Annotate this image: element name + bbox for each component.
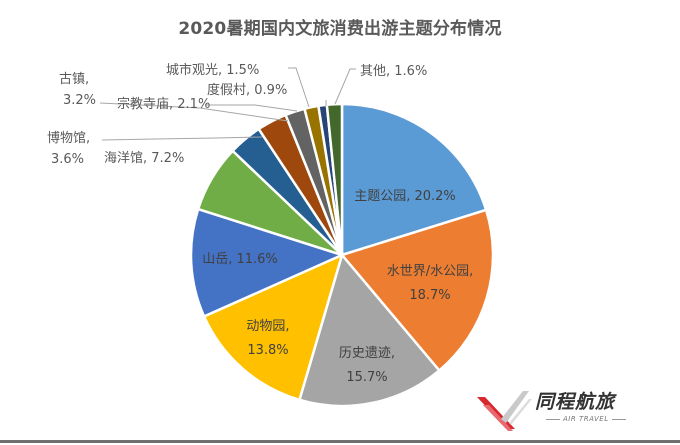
slice-label: 其他, 1.6% <box>360 64 427 79</box>
slice-label: 动物园, <box>246 319 289 334</box>
brand-name-en: AIR TRAVEL <box>543 415 629 423</box>
slice-label-value: 3.6% <box>51 152 84 167</box>
pie-slice <box>202 252 344 402</box>
brand-wing-icon <box>477 391 532 431</box>
brand-logo: 同程航旅 AIR TRAVEL <box>475 385 645 435</box>
slice-label-value: 3.2% <box>63 93 96 108</box>
slice-label-value: 13.8% <box>247 343 288 358</box>
slice-label-value: 15.7% <box>346 370 387 385</box>
leader-line <box>99 102 289 122</box>
slice-label: 历史遗迹, <box>339 346 395 361</box>
leader-line <box>334 68 356 105</box>
data-labels: 主题公园, 20.2% 水世界/水公园, 18.7% 历史遗迹, 15.7% 动物园, 13… <box>47 62 473 385</box>
pie-slice <box>297 252 442 408</box>
pie-slice <box>325 102 344 256</box>
slice-label: 古镇, <box>59 72 89 87</box>
chart-title: 2020暑期国内文旅消费出游主题分布情况 <box>178 19 502 39</box>
slice-label: 城市观光, 1.5% <box>166 62 259 78</box>
leader-line <box>101 136 263 141</box>
slice-label: 山岳, 11.6% <box>202 252 278 267</box>
leader-lines <box>99 67 356 141</box>
slice-label: 海洋馆, 7.2% <box>104 151 184 166</box>
leader-line <box>288 67 310 108</box>
pie-slices <box>189 102 495 408</box>
slice-label-value: 18.7% <box>409 288 450 303</box>
bottom-divider <box>0 440 680 443</box>
brand-name-cn: 同程航旅 <box>535 391 616 413</box>
slice-label: 主题公园, 20.2% <box>354 189 456 204</box>
pie-slice <box>340 102 488 257</box>
leader-line <box>205 104 298 112</box>
pie-slice <box>339 208 495 373</box>
slice-label: 度假村, 0.9% <box>207 82 287 98</box>
slice-label: 博物馆, <box>47 131 90 146</box>
slice-label: 水世界/水公园, <box>387 264 474 279</box>
pie-slice <box>189 207 346 319</box>
slice-label: 宗教寺庙, 2.1% <box>117 96 210 112</box>
